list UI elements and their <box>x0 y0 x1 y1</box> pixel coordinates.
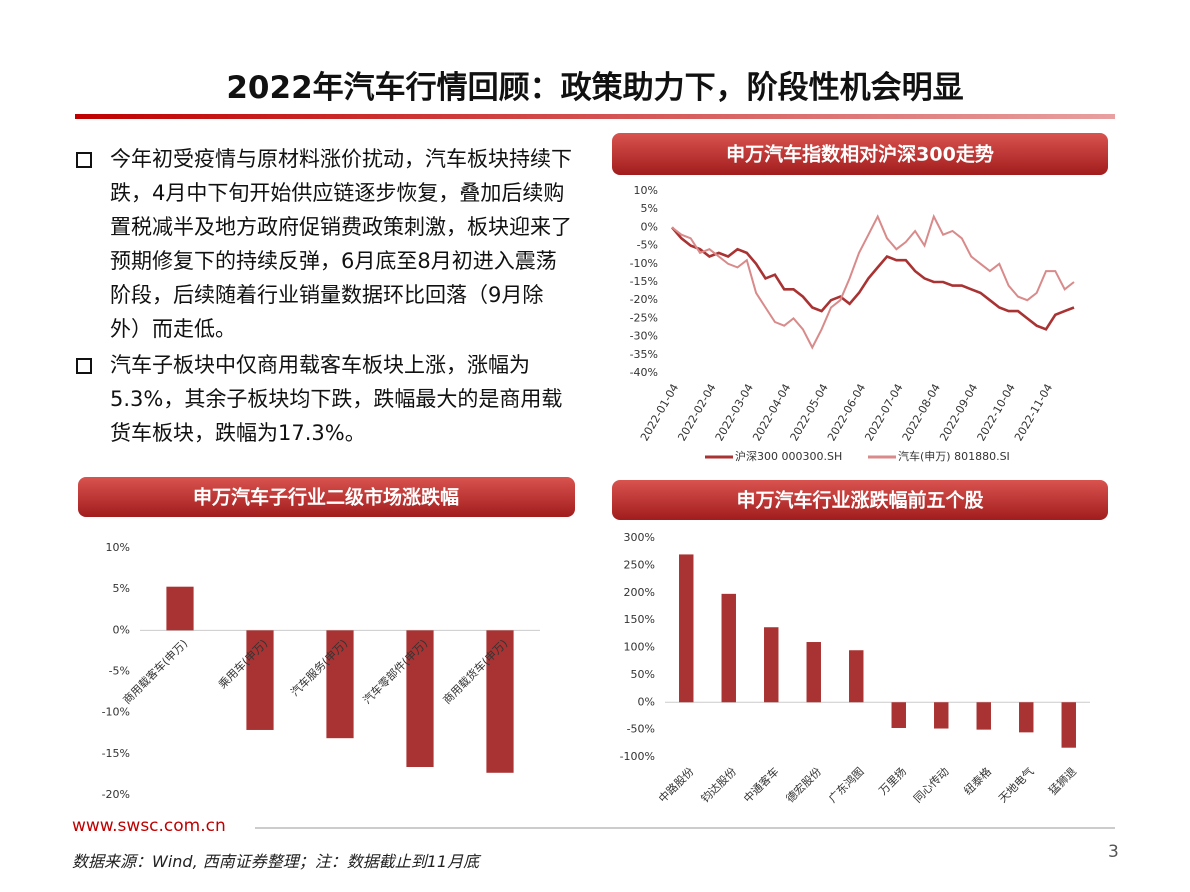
y-tick-label: 0% <box>641 220 658 233</box>
chart-header <box>612 133 1108 175</box>
bar <box>721 593 736 703</box>
x-tick-label: 中路股份 <box>656 765 696 805</box>
bullet-list: 今年初受疫情与原材料涨价扰动，汽车板块持续下跌，4月中下旬开始供应链逐步恢复，叠… <box>72 142 572 452</box>
bullet-text: 今年初受疫情与原材料涨价扰动，汽车板块持续下跌，4月中下旬开始供应链逐步恢复，叠… <box>110 147 572 341</box>
series-line <box>671 213 1075 350</box>
y-tick-label: 200% <box>624 586 655 599</box>
bar <box>1019 702 1034 733</box>
bar <box>1061 702 1076 748</box>
y-tick-label: -5% <box>637 239 658 252</box>
bar <box>806 642 821 703</box>
y-tick-label: -5% <box>109 665 130 678</box>
y-tick-label: -10% <box>630 257 658 270</box>
x-tick-label: 德宏股份 <box>783 764 824 805</box>
y-tick-label: -20% <box>630 293 658 306</box>
y-tick-label: 0% <box>113 623 130 636</box>
x-tick-label: 中通客车 <box>740 764 781 805</box>
x-tick-label: 2022-08-04 <box>900 382 943 444</box>
x-tick-label: 钧达股份 <box>698 764 739 805</box>
x-tick-label: 2022-02-04 <box>675 382 718 444</box>
bar <box>406 630 434 768</box>
x-tick-label: 2022-04-04 <box>750 382 793 444</box>
series-line <box>671 226 1075 331</box>
x-tick-label: 纽泰格 <box>961 764 994 797</box>
x-tick-label: 2022-07-04 <box>862 382 905 444</box>
bullet: 今年初受疫情与原材料涨价扰动，汽车板块持续下跌，4月中下旬开始供应链逐步恢复，叠… <box>72 142 572 346</box>
bar <box>849 650 864 703</box>
x-tick-label: 天地电气 <box>995 764 1036 805</box>
y-tick-label: 300% <box>624 531 655 544</box>
chart-header <box>78 477 575 517</box>
x-tick-label: 万里扬 <box>876 764 909 797</box>
y-tick-label: -100% <box>620 750 655 763</box>
bar <box>934 702 949 729</box>
x-tick-label: 2022-03-04 <box>713 382 756 444</box>
title-rule <box>75 114 1115 119</box>
y-tick-label: 50% <box>631 668 655 681</box>
legend-label: 沪深300 000300.SH <box>735 449 842 463</box>
website: www.swsc.com.cn <box>72 816 226 836</box>
bullet: 汽车子板块中仅商用载客车板块上涨，涨幅为5.3%，其余子板块均下跌，跌幅最大的是… <box>72 348 572 450</box>
y-tick-label: 100% <box>624 641 655 654</box>
chart-title: 申万汽车行业涨跌幅前五个股 <box>736 489 983 512</box>
x-tick-label: 同心传动 <box>911 765 951 805</box>
bar <box>764 627 779 703</box>
y-tick-label: -25% <box>630 311 658 324</box>
bullet-text: 汽车子板块中仅商用载客车板块上涨，涨幅为5.3%，其余子板块均下跌，跌幅最大的是… <box>110 353 563 445</box>
x-tick-label: 2022-11-04 <box>1012 382 1055 444</box>
y-tick-label: -30% <box>630 330 658 343</box>
chart-header <box>612 480 1108 520</box>
page-number: 3 <box>1108 842 1119 862</box>
x-tick-label: 2022-06-04 <box>825 382 868 444</box>
x-tick-label: 2022-05-04 <box>788 382 831 444</box>
x-tick-label: 猛狮退 <box>1046 765 1079 798</box>
bar <box>326 630 354 739</box>
chart-title: 申万汽车子行业二级市场涨跌幅 <box>193 486 459 509</box>
bar <box>246 630 274 730</box>
legend-label: 汽车(申万) 801880.SI <box>898 449 1010 463</box>
bar <box>679 554 694 703</box>
x-tick-label: 2022-01-04 <box>638 382 681 444</box>
y-tick-label: 150% <box>624 613 655 626</box>
y-tick-label: -15% <box>630 275 658 288</box>
y-tick-label: 10% <box>106 541 130 554</box>
x-tick-label: 2022-09-04 <box>937 381 980 443</box>
slide-title: 2022年汽车行情回顾：政策助力下，阶段性机会明显 <box>226 70 964 106</box>
x-tick-label: 商用载客车(申万) <box>120 636 190 706</box>
y-tick-label: -20% <box>102 788 130 801</box>
y-tick-label: 5% <box>113 582 130 595</box>
bar <box>486 630 514 773</box>
x-tick-label: 广东鸿图 <box>825 764 866 805</box>
y-tick-label: 5% <box>641 202 658 215</box>
y-tick-label: 0% <box>638 695 655 708</box>
x-tick-label: 2022-10-04 <box>975 382 1018 444</box>
y-tick-label: -15% <box>102 747 130 760</box>
chart-title: 申万汽车指数相对沪深300走势 <box>726 143 994 166</box>
y-tick-label: -40% <box>630 366 658 379</box>
bar <box>891 702 906 728</box>
y-tick-label: -35% <box>630 348 658 361</box>
y-tick-label: -10% <box>102 706 130 719</box>
bar <box>976 702 991 730</box>
y-tick-label: 250% <box>624 558 655 571</box>
source-note: 数据来源：Wind, 西南证券整理；注：数据截止到11月底 <box>72 852 480 871</box>
y-tick-label: 10% <box>634 184 658 197</box>
y-tick-label: -50% <box>627 723 655 736</box>
bar <box>166 586 194 631</box>
